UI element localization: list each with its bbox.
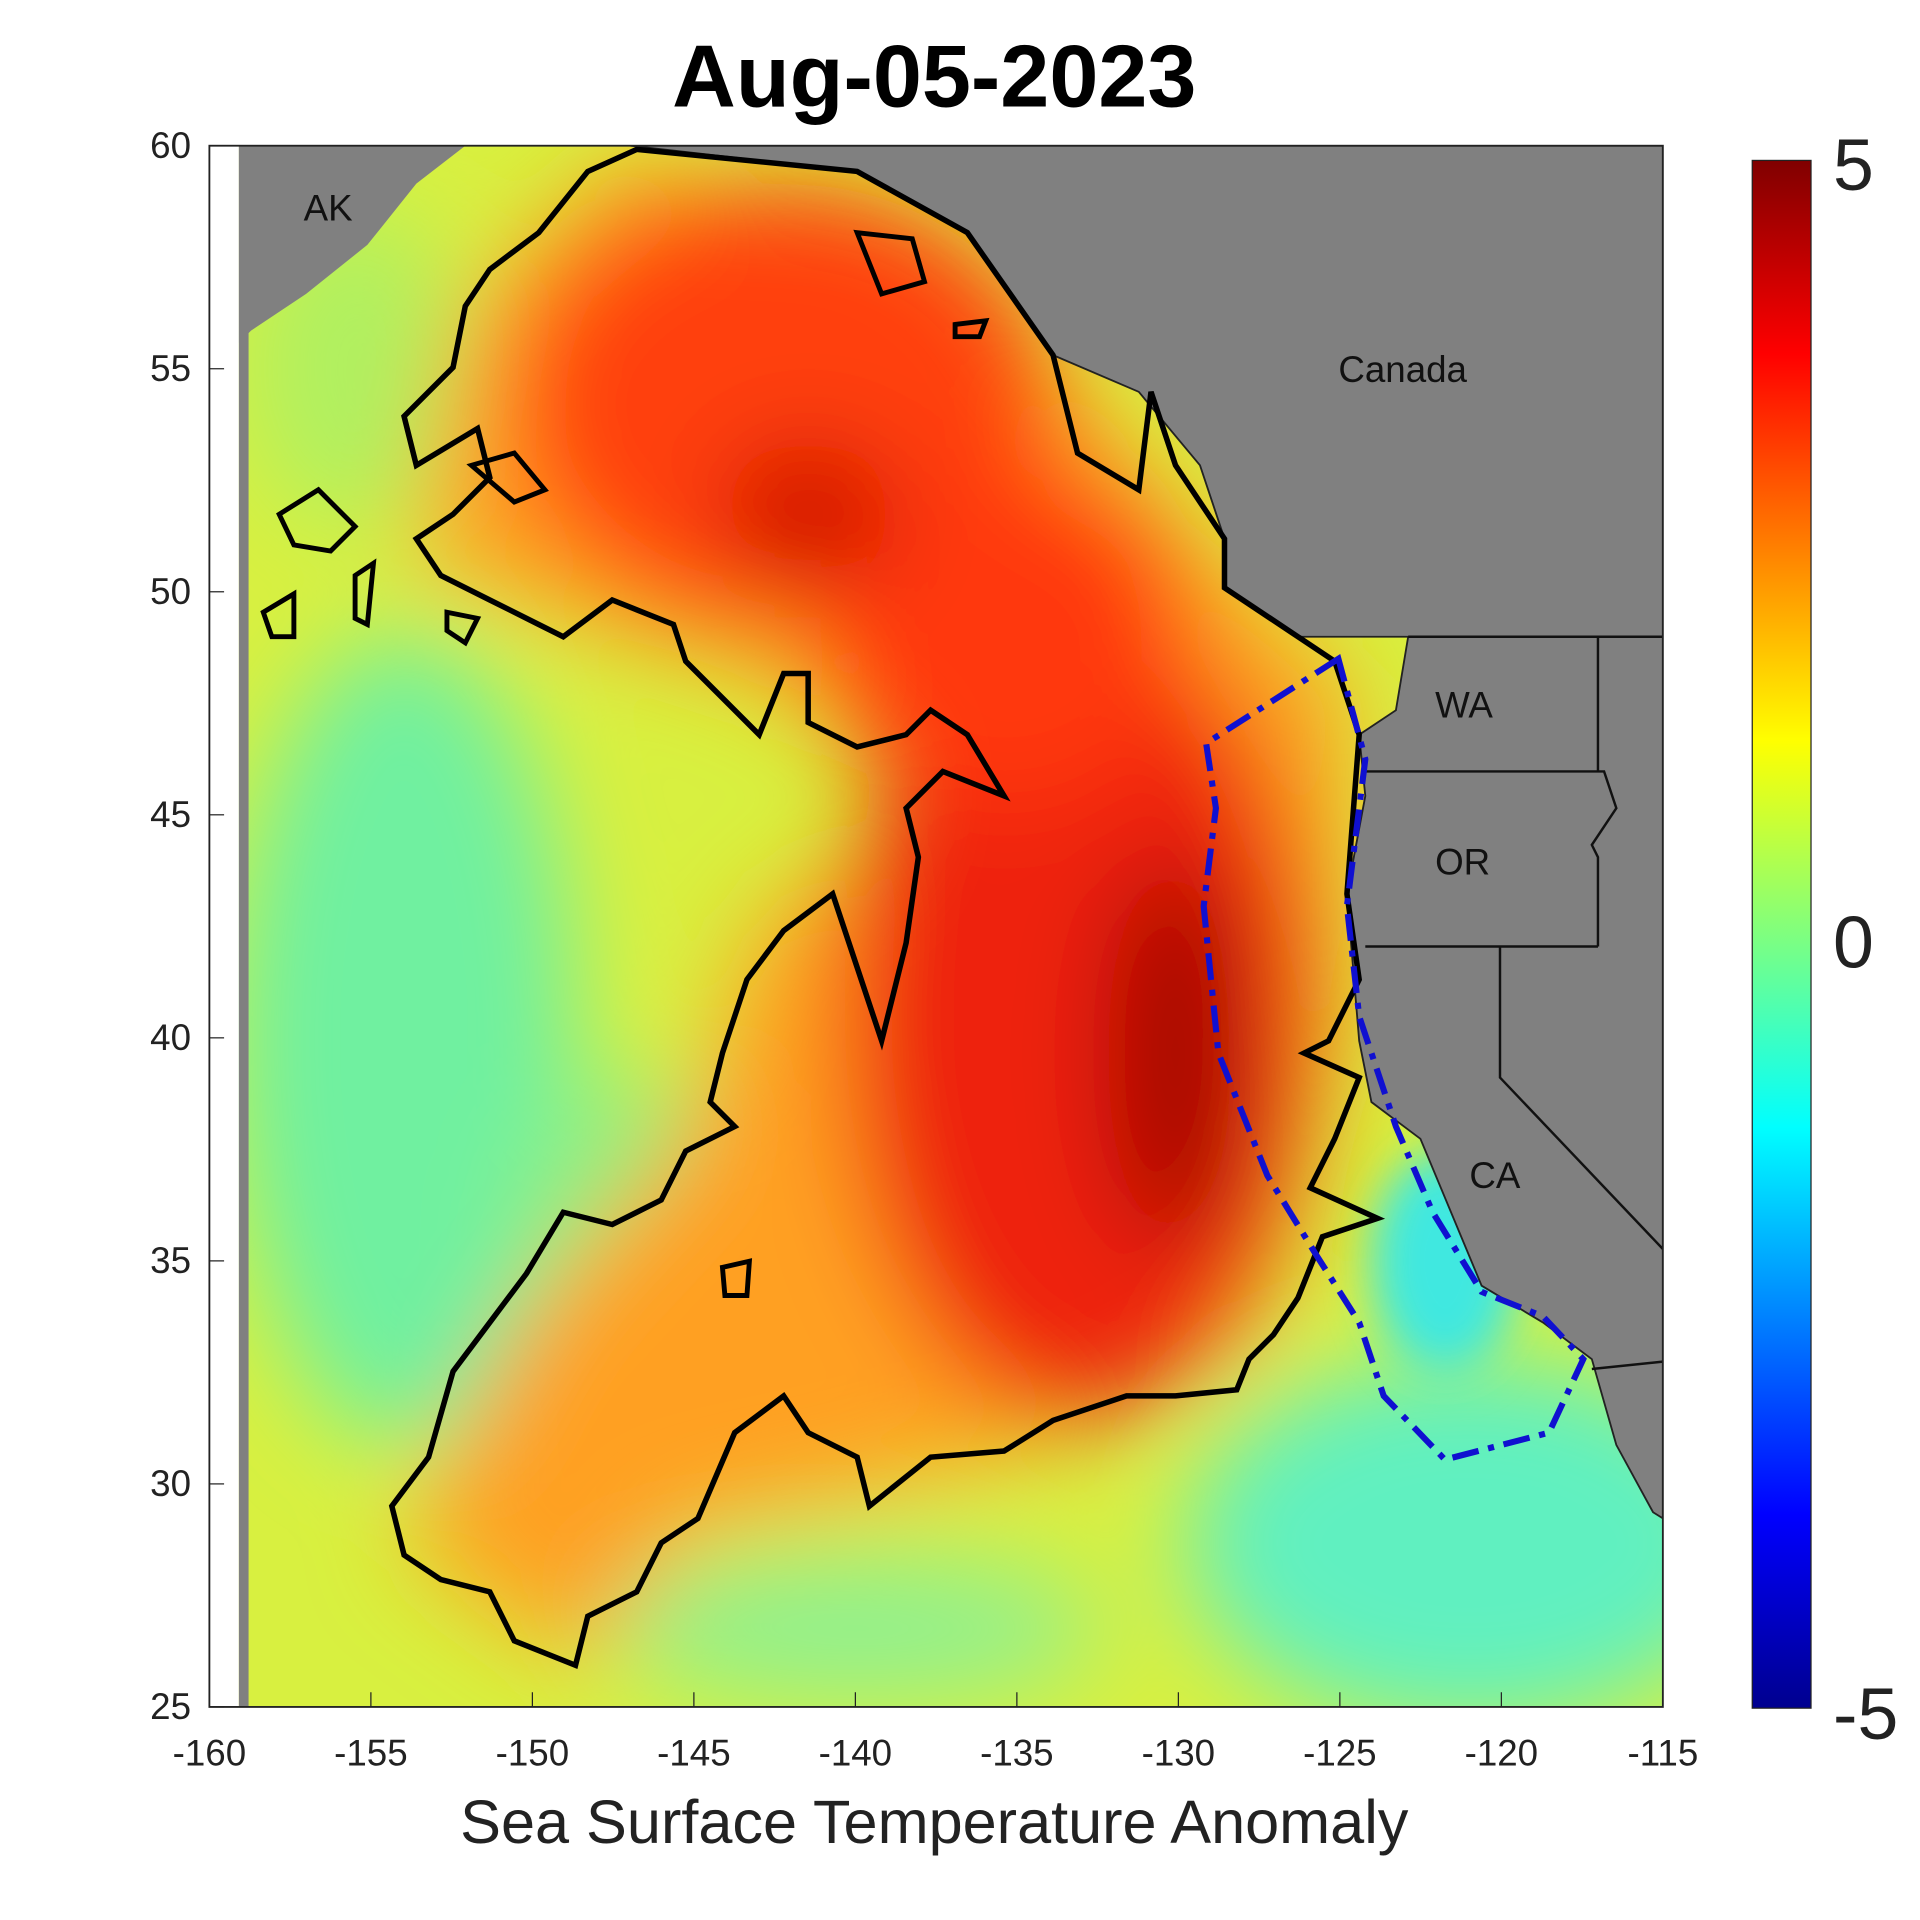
y-axis: 60 55 50 45 40 35 30 25: [150, 125, 225, 1727]
colorbar-tick-zero: 0: [1833, 900, 1874, 983]
colorbar-tick-min: -5: [1833, 1672, 1898, 1755]
plot-frame: [208, 144, 1664, 1708]
x-tick-label: -115: [1627, 1733, 1698, 1774]
plot-area: AK Canada WA OR CA: [209, 145, 1663, 1707]
x-tick-label: -145: [657, 1733, 731, 1774]
land-edge: [238, 145, 249, 1707]
state-borders: [1365, 635, 1663, 1371]
label-ca: CA: [1469, 1155, 1521, 1196]
x-tick-label: -130: [1142, 1733, 1216, 1774]
colorbar: [1751, 159, 1812, 1709]
x-tick-label: -125: [1303, 1733, 1377, 1774]
coastal-region-outline: [1200, 653, 1587, 1464]
x-tick-label: -140: [819, 1733, 893, 1774]
y-tick-label: 40: [150, 1017, 191, 1058]
map-title: Aug-05-2023: [672, 27, 1196, 126]
x-tick-label: -150: [496, 1733, 570, 1774]
label-or: OR: [1435, 841, 1490, 882]
label-wa: WA: [1435, 685, 1493, 726]
label-canada: Canada: [1338, 349, 1467, 390]
x-tick-label: -155: [334, 1733, 408, 1774]
x-tick-label: -120: [1465, 1733, 1539, 1774]
x-axis: -160 -155 -150 -145 -140 -135 -130 -125 -120 -115: [173, 1692, 1698, 1774]
colorbar-tick-max: 5: [1833, 123, 1874, 206]
y-tick-label: 30: [150, 1463, 191, 1504]
land-alaska: [238, 145, 466, 343]
y-tick-label: 55: [150, 348, 191, 389]
contour-islands: [260, 229, 990, 1298]
y-tick-label: 45: [150, 794, 191, 835]
x-tick-label: -160: [173, 1733, 247, 1774]
y-tick-label: 50: [150, 571, 191, 612]
label-ak: AK: [304, 187, 353, 228]
y-tick-label: 60: [150, 125, 191, 166]
land-north-america: [630, 145, 1663, 1520]
y-tick-label: 25: [150, 1686, 191, 1727]
x-axis-label: Sea Surface Temperature Anomaly: [460, 1788, 1409, 1856]
x-tick-label: -135: [980, 1733, 1054, 1774]
y-tick-label: 35: [150, 1240, 191, 1281]
